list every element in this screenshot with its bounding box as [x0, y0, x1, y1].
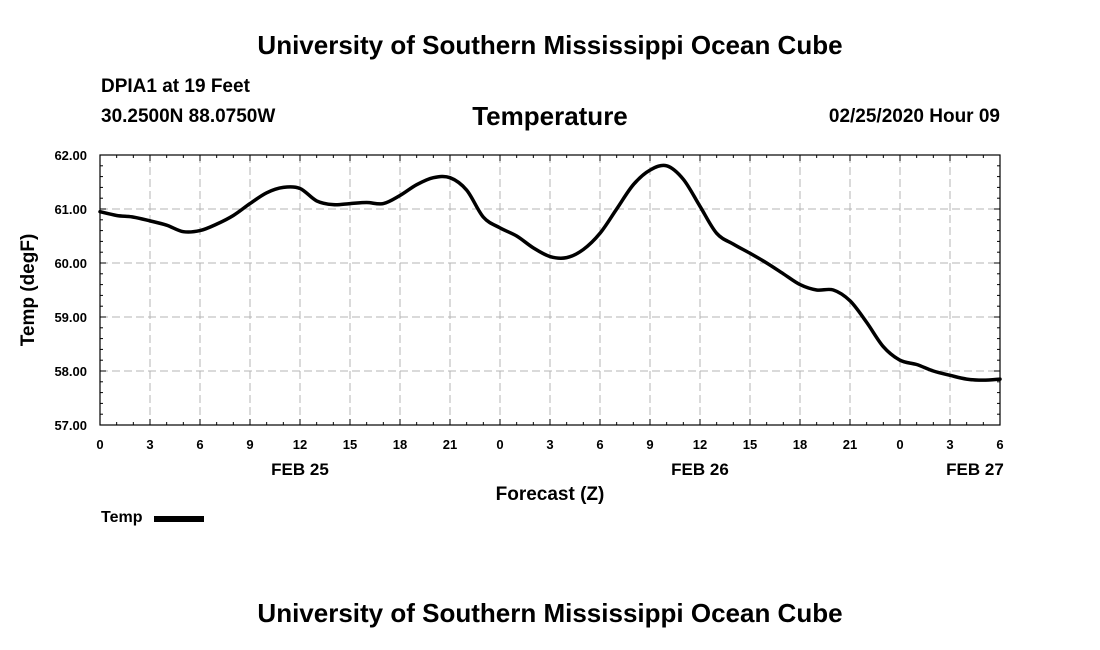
x-tick-label: 12	[293, 437, 307, 452]
x-tick-label: 9	[646, 437, 653, 452]
x-tick-label: 12	[693, 437, 707, 452]
x-tick-label: 21	[843, 437, 857, 452]
y-tick-label: 60.00	[54, 256, 87, 271]
x-tick-label: 18	[793, 437, 807, 452]
x-tick-label: 6	[996, 437, 1003, 452]
date-label: FEB 27	[946, 460, 1004, 479]
page-title: University of Southern Mississippi Ocean…	[257, 30, 843, 60]
x-tick-label: 18	[393, 437, 407, 452]
chart-title: Temperature	[472, 101, 628, 131]
x-tick-label: 0	[96, 437, 103, 452]
x-tick-label: 0	[896, 437, 903, 452]
x-tick-label: 15	[343, 437, 357, 452]
chart-legend: Temp	[101, 509, 205, 527]
forecast-run-time: 02/25/2020 Hour 09	[828, 106, 1000, 127]
date-label: FEB 25	[271, 460, 329, 479]
x-tick-label: 6	[596, 437, 603, 452]
x-tick-label: 9	[246, 437, 253, 452]
y-tick-label: 58.00	[54, 364, 87, 379]
x-tick-label: 15	[743, 437, 757, 452]
x-tick-label: 3	[146, 437, 153, 452]
y-axis-label: Temp (degF)	[18, 234, 39, 347]
y-tick-label: 57.00	[54, 418, 87, 433]
y-tick-label: 59.00	[54, 310, 87, 325]
legend-label: Temp	[101, 509, 143, 526]
station-name: DPIA1 at 19 Feet	[101, 76, 250, 97]
x-tick-label: 0	[496, 437, 503, 452]
x-tick-label: 21	[443, 437, 457, 452]
x-tick-label: 3	[546, 437, 553, 452]
x-tick-label: 6	[196, 437, 203, 452]
station-coordinates: 30.2500N 88.0750W	[101, 106, 276, 127]
date-label: FEB 26	[671, 460, 729, 479]
legend-line-swatch	[154, 516, 205, 522]
series-line-temp	[98, 163, 1002, 382]
y-tick-label: 62.00	[54, 148, 87, 163]
footer-title: University of Southern Mississippi Ocean…	[257, 598, 843, 628]
x-axis-label: Forecast (Z)	[496, 484, 605, 505]
y-tick-label: 61.00	[54, 202, 87, 217]
x-tick-label: 3	[946, 437, 953, 452]
